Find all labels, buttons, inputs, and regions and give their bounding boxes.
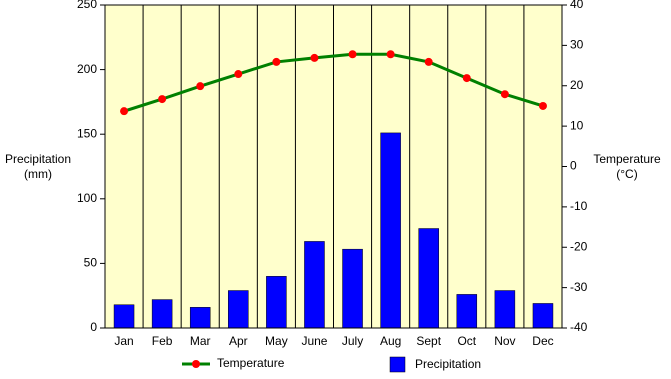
x-tick-label: Oct bbox=[457, 334, 476, 348]
legend-label: Temperature bbox=[217, 356, 285, 370]
marker bbox=[120, 107, 129, 116]
marker bbox=[538, 101, 547, 110]
legend-label: Precipitation bbox=[415, 357, 481, 371]
axis-frame bbox=[104, 4, 563, 329]
marker bbox=[348, 50, 357, 59]
y2-tick-label: -20 bbox=[570, 239, 588, 253]
bar bbox=[494, 290, 516, 329]
y-axis-label: Precipitation bbox=[5, 152, 71, 166]
y2-axis-label: (°C) bbox=[616, 167, 637, 181]
y2-tick-label: 0 bbox=[570, 159, 577, 173]
x-tick-label: Apr bbox=[229, 334, 248, 348]
y2-tick-label: -10 bbox=[570, 199, 588, 213]
bar bbox=[266, 276, 287, 329]
bar bbox=[456, 294, 478, 329]
y-tick-label: 0 bbox=[90, 320, 97, 334]
marker bbox=[386, 50, 395, 59]
y2-tick-label: -40 bbox=[570, 320, 588, 334]
y2-axis-label: Temperature bbox=[593, 152, 661, 166]
y-axis-label: (mm) bbox=[24, 167, 52, 181]
legend-swatch bbox=[389, 356, 406, 373]
y-tick-label: 50 bbox=[84, 256, 98, 270]
x-tick-label: July bbox=[342, 334, 363, 348]
marker bbox=[500, 90, 509, 99]
x-tick-label: Mar bbox=[190, 334, 211, 348]
x-tick-label: Sept bbox=[416, 334, 441, 348]
x-tick-label: May bbox=[265, 334, 288, 348]
bar bbox=[304, 241, 325, 329]
x-tick-label: June bbox=[301, 334, 327, 348]
y2-tick-label: 30 bbox=[570, 38, 584, 52]
y-tick-label: 150 bbox=[77, 126, 97, 140]
bar bbox=[228, 290, 249, 329]
bar bbox=[342, 248, 363, 329]
marker bbox=[462, 74, 471, 83]
bar bbox=[113, 304, 135, 329]
y-tick-label: 200 bbox=[77, 62, 97, 76]
marker bbox=[272, 57, 281, 66]
bar bbox=[189, 307, 211, 329]
y2-tick-label: 40 bbox=[570, 0, 584, 11]
bar bbox=[151, 299, 173, 329]
y2-tick-label: -30 bbox=[570, 280, 588, 294]
y-tick-label: 250 bbox=[77, 0, 97, 11]
y-tick-label: 100 bbox=[77, 191, 97, 205]
x-tick-label: Jan bbox=[114, 334, 133, 348]
marker bbox=[196, 82, 205, 91]
marker bbox=[234, 70, 243, 79]
x-tick-label: Feb bbox=[152, 334, 173, 348]
y2-tick-label: 10 bbox=[570, 118, 584, 132]
x-tick-label: Aug bbox=[380, 334, 401, 348]
bar bbox=[380, 132, 401, 329]
marker bbox=[158, 95, 167, 104]
bar bbox=[418, 228, 439, 329]
x-tick-label: Dec bbox=[532, 334, 553, 348]
x-tick-label: Nov bbox=[494, 334, 515, 348]
bar bbox=[532, 303, 554, 329]
legend-marker bbox=[192, 360, 200, 368]
marker bbox=[424, 57, 433, 66]
y2-tick-label: 20 bbox=[570, 78, 584, 92]
line bbox=[123, 52, 544, 113]
marker bbox=[310, 53, 319, 62]
